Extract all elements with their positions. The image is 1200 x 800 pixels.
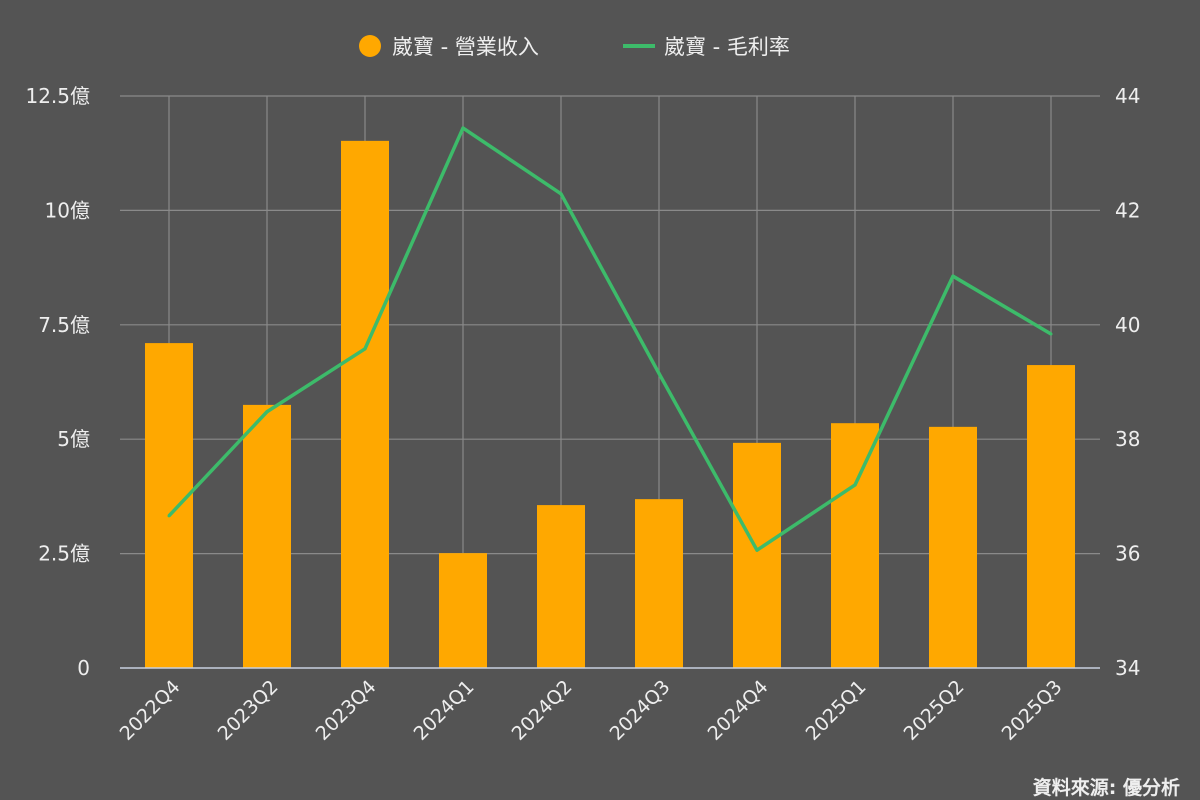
left-tick-label: 7.5億 <box>38 313 90 337</box>
bar-2025Q1 <box>831 423 879 668</box>
right-tick-label: 38 <box>1115 427 1140 451</box>
line-point-2025Q2 <box>951 274 955 278</box>
bar-2025Q2 <box>929 426 977 668</box>
left-tick-label: 2.5億 <box>38 542 90 566</box>
x-tick-label: 2023Q2 <box>214 676 283 745</box>
legend: 崴寶 - 營業收入 崴寶 - 毛利率 <box>359 35 790 59</box>
x-tick-label: 2025Q3 <box>998 676 1067 745</box>
x-tick-label: 2024Q2 <box>508 676 577 745</box>
line-point-2023Q2 <box>265 410 269 414</box>
right-tick-label: 44 <box>1115 84 1140 108</box>
legend-item-margin[interactable]: 崴寶 - 毛利率 <box>623 35 790 59</box>
x-tick-label: 2023Q4 <box>312 676 381 745</box>
margin-line <box>167 126 1052 552</box>
bar-2025Q3 <box>1027 365 1075 668</box>
legend-marker-revenue <box>359 35 381 57</box>
bar-series <box>145 140 1075 669</box>
legend-label-margin: 崴寶 - 毛利率 <box>664 35 790 59</box>
left-tick-label: 12.5億 <box>25 84 90 108</box>
left-tick-label: 0 <box>77 656 90 680</box>
left-tick-label: 5億 <box>57 427 90 451</box>
x-tick-label: 2025Q1 <box>802 676 871 745</box>
bar-2022Q4 <box>145 343 193 668</box>
x-tick-label: 2025Q2 <box>900 676 969 745</box>
x-tick-label: 2024Q4 <box>704 676 773 745</box>
x-tick-label: 2022Q4 <box>116 676 185 745</box>
left-tick-label: 10億 <box>45 198 90 222</box>
source-note: 資料來源: 優分析 <box>1033 776 1180 799</box>
bar-2023Q2 <box>243 404 291 668</box>
line-point-2024Q4 <box>755 548 759 552</box>
bar-2023Q4 <box>341 140 389 669</box>
x-tick-label: 2024Q1 <box>410 676 479 745</box>
line-point-2025Q3 <box>1049 332 1053 336</box>
line-point-2024Q3 <box>657 371 661 375</box>
bar-2024Q1 <box>439 553 487 668</box>
line-point-2024Q1 <box>461 126 465 130</box>
x-tick-label: 2024Q3 <box>606 676 675 745</box>
bar-2024Q4 <box>733 442 781 668</box>
legend-marker-margin <box>623 44 655 48</box>
line-point-2024Q2 <box>559 192 563 196</box>
bar-2024Q2 <box>537 505 585 668</box>
right-tick-label: 34 <box>1115 656 1140 680</box>
right-tick-label: 40 <box>1115 313 1140 337</box>
line-point-2022Q4 <box>167 514 171 518</box>
legend-item-revenue[interactable]: 崴寶 - 營業收入 <box>359 35 539 59</box>
bar-2024Q3 <box>635 499 683 668</box>
legend-label-revenue: 崴寶 - 營業收入 <box>392 35 539 59</box>
right-tick-label: 36 <box>1115 542 1140 566</box>
line-point-2023Q4 <box>363 347 367 351</box>
line-point-2025Q1 <box>853 483 857 487</box>
line-series <box>167 126 1053 552</box>
right-tick-label: 42 <box>1115 198 1140 222</box>
